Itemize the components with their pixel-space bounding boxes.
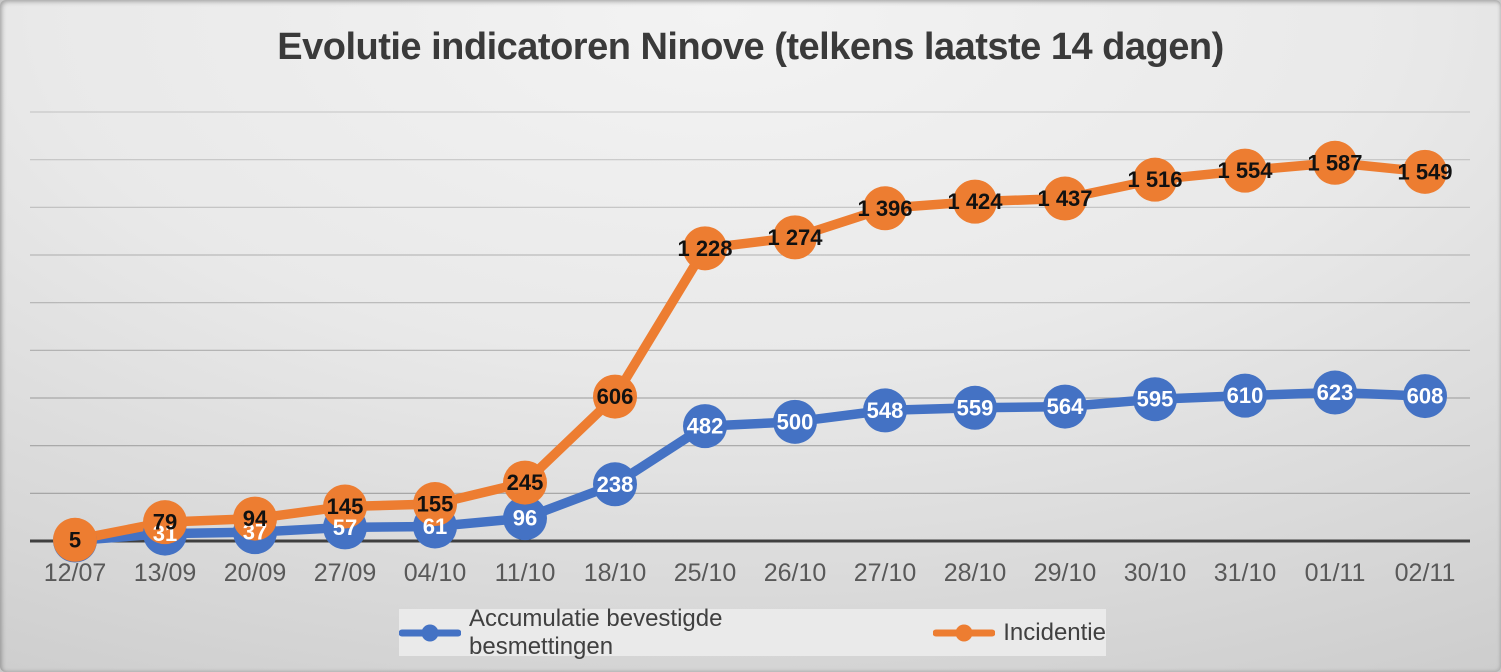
data-point-label: 61 xyxy=(423,514,447,539)
legend-line-marker-icon xyxy=(399,624,461,641)
data-point-label: 96 xyxy=(513,506,537,531)
data-point-marker xyxy=(683,404,727,449)
x-axis-tick-label: 27/10 xyxy=(854,559,917,587)
x-axis-tick-label: 29/10 xyxy=(1034,559,1097,587)
data-point-label: 1 587 xyxy=(1307,150,1362,175)
data-point-marker xyxy=(593,374,637,419)
data-point-marker xyxy=(53,517,97,562)
data-point-label: 548 xyxy=(867,398,904,423)
legend-item: Incidentie xyxy=(933,619,1106,647)
x-axis-tick-label: 20/09 xyxy=(224,559,287,587)
x-axis-tick-label: 12/07 xyxy=(44,559,107,587)
x-axis-tick-label: 13/09 xyxy=(134,559,197,587)
data-point-label: 1 549 xyxy=(1397,159,1452,184)
legend-label: Incidentie xyxy=(1003,618,1106,646)
data-point-marker xyxy=(1313,370,1357,415)
data-point-marker xyxy=(953,179,997,224)
legend-line-marker-icon xyxy=(933,624,996,641)
data-point-marker xyxy=(323,484,367,529)
data-point-label: 245 xyxy=(507,470,544,495)
data-point-label: 1 228 xyxy=(677,236,732,261)
data-point-label: 1 554 xyxy=(1217,158,1273,183)
data-point-marker xyxy=(683,226,727,271)
data-point-label: 595 xyxy=(1137,387,1174,412)
legend-label: Accumulatie bevestigde besmettingen xyxy=(469,604,723,660)
data-point-marker xyxy=(413,482,457,527)
data-point-marker xyxy=(1223,373,1267,418)
data-point-label: 500 xyxy=(777,409,814,434)
x-axis-tick-label: 04/10 xyxy=(404,559,467,587)
series-line xyxy=(70,158,1430,545)
data-point-marker xyxy=(233,496,277,541)
data-point-label: 610 xyxy=(1227,383,1264,408)
data-point-label: 1 396 xyxy=(857,196,912,221)
data-point-label: 57 xyxy=(333,515,357,540)
chart-title: Evolutie indicatoren Ninove (telkens laa… xyxy=(277,26,1224,68)
data-point-label: 5 xyxy=(69,527,81,552)
x-axis-tick-label: 26/10 xyxy=(764,559,827,587)
data-point-label: 559 xyxy=(957,395,994,420)
data-point-label: 94 xyxy=(243,506,268,531)
x-axis-tick-label: 28/10 xyxy=(944,559,1007,587)
data-point-label: 31 xyxy=(153,521,177,546)
data-point-marker xyxy=(1133,377,1177,422)
legend: Accumulatie bevestigde besmettingen Incid… xyxy=(399,605,1106,660)
data-point-marker xyxy=(773,215,817,260)
data-point-marker xyxy=(593,462,637,507)
x-axis-tick-label: 02/11 xyxy=(1395,559,1456,587)
data-point-marker xyxy=(863,388,907,433)
x-axis-tick-label: 27/09 xyxy=(314,559,377,587)
legend-item: Accumulatie bevestigde besmettingen xyxy=(399,605,869,661)
data-point-marker xyxy=(1403,374,1447,419)
data-point-label: 145 xyxy=(327,494,364,519)
series-line xyxy=(70,387,1430,546)
data-point-marker xyxy=(503,496,547,541)
x-axis-tick-label: 31/10 xyxy=(1214,559,1277,587)
x-axis-tick-label: 01/11 xyxy=(1305,559,1366,587)
data-point-label: 155 xyxy=(417,492,454,517)
data-point-label: 1 437 xyxy=(1037,186,1092,211)
data-point-label: 608 xyxy=(1407,384,1444,409)
data-point-marker xyxy=(1043,176,1087,221)
data-point-marker xyxy=(503,460,547,505)
data-point-marker xyxy=(863,186,907,231)
data-point-label: 79 xyxy=(153,510,177,535)
data-point-label: 238 xyxy=(597,472,634,497)
x-axis-tick-label: 25/10 xyxy=(674,559,737,587)
data-point-label: 1 274 xyxy=(767,225,823,250)
data-point-marker xyxy=(953,385,997,430)
data-point-label: 623 xyxy=(1317,380,1354,405)
data-point-marker xyxy=(1223,148,1267,193)
data-point-label: 564 xyxy=(1047,394,1084,419)
data-point-marker xyxy=(1403,149,1447,194)
data-point-label: 37 xyxy=(243,520,267,545)
data-point-marker xyxy=(143,500,187,545)
data-point-marker xyxy=(1133,157,1177,202)
x-axis-tick-label: 11/10 xyxy=(495,559,556,587)
data-point-label: 1 516 xyxy=(1127,167,1182,192)
x-axis-tick-label: 30/10 xyxy=(1124,559,1187,587)
x-axis-tick-label: 18/10 xyxy=(584,559,647,587)
data-point-marker xyxy=(1313,140,1357,185)
data-point-marker xyxy=(1043,384,1087,429)
data-point-label: 606 xyxy=(597,384,634,409)
data-point-label: 482 xyxy=(687,414,724,439)
data-point-label: 1 424 xyxy=(947,189,1003,214)
data-point-marker xyxy=(773,399,817,444)
